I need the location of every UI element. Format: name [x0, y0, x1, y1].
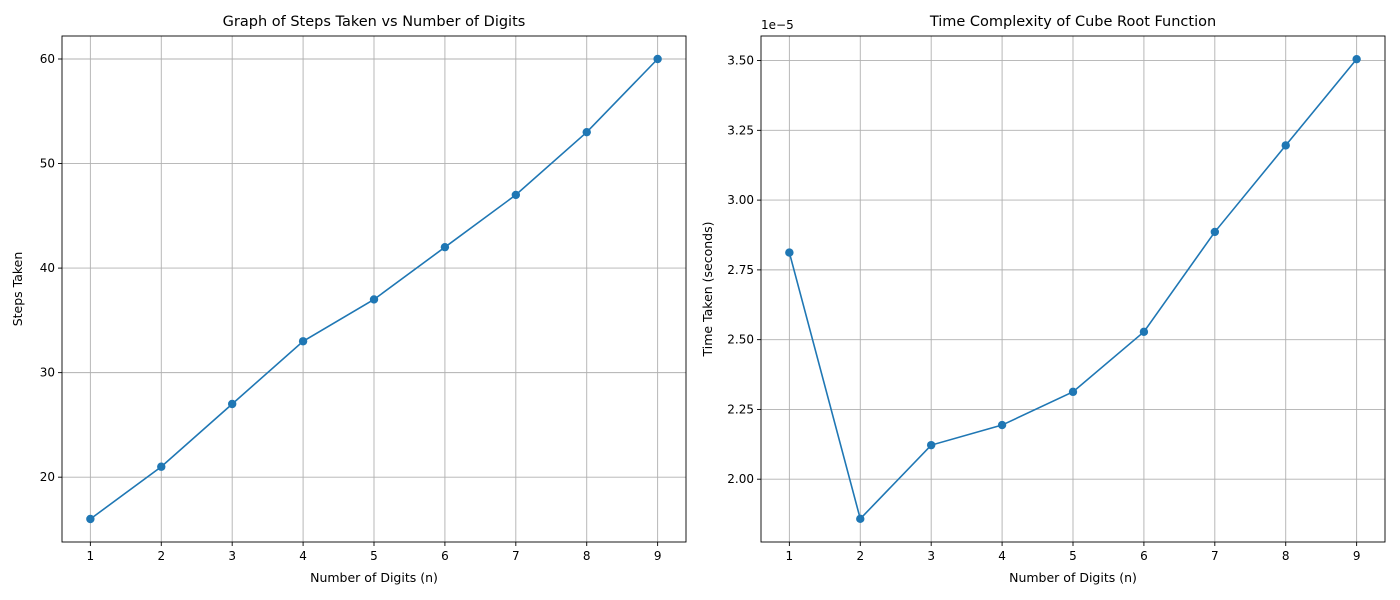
chart-title: Graph of Steps Taken vs Number of Digits [223, 14, 526, 30]
data-point [1281, 141, 1290, 150]
x-tick-label: 1 [87, 549, 95, 563]
x-tick-label: 3 [228, 549, 236, 563]
chart-title: Time Complexity of Cube Root Function [929, 14, 1216, 30]
y-tick-label: 2.75 [727, 263, 754, 277]
y-axis-label: Steps Taken [10, 252, 25, 327]
data-point [1210, 227, 1220, 237]
y-tick-label: 2.50 [727, 333, 754, 347]
chart-1: 1 2 3 4 5 6 7 8 9 20 30 40 50 60 Graph of Steps Taken … [10, 14, 687, 585]
data-point [298, 337, 308, 346]
x-tick-label: 5 [1069, 549, 1077, 563]
x-tick-label: 8 [583, 549, 591, 563]
x-tick-label: 6 [1140, 549, 1148, 563]
data-point [1139, 327, 1149, 337]
y-offset-text: 1e−5 [761, 18, 794, 32]
x-tick-label: 7 [1211, 549, 1219, 563]
x-tick-label: 3 [927, 549, 935, 563]
y-tick-label: 40 [40, 261, 55, 275]
x-tick-label: 4 [299, 549, 307, 563]
data-point [997, 420, 1007, 430]
x-axis-label: Number of Digits (n) [1009, 570, 1137, 585]
data-point [227, 399, 237, 409]
y-tick-label: 3.50 [727, 54, 754, 68]
x-tick-label: 2 [157, 549, 165, 563]
x-tick-label: 8 [1282, 549, 1290, 563]
x-tick-label: 1 [786, 549, 794, 563]
y-tick-label: 20 [40, 470, 55, 484]
x-tick-label: 7 [512, 549, 520, 563]
data-point [440, 242, 450, 252]
x-tick-label: 6 [441, 549, 449, 563]
data-point [856, 514, 865, 524]
y-tick-label: 30 [40, 366, 55, 380]
data-point [926, 440, 936, 450]
y-axis-label: Time Taken (seconds) [700, 221, 715, 357]
data-point [511, 190, 521, 200]
data-point [86, 514, 95, 524]
data-point [653, 54, 662, 64]
x-axis-label: Number of Digits (n) [310, 570, 438, 585]
data-point [785, 248, 794, 257]
chart-2: 1 2 3 4 5 6 7 8 9 2.00 2.25 2.50 2.75 3.00 3.25 3.50 1e−… [700, 14, 1386, 585]
y-tick-label: 2.25 [727, 402, 754, 416]
y-tick-label: 3.00 [727, 193, 754, 207]
data-point [1068, 387, 1078, 397]
x-tick-label: 4 [998, 549, 1006, 563]
x-tick-label: 9 [654, 549, 662, 563]
y-tick-label: 50 [40, 157, 55, 171]
x-tick-label: 2 [856, 549, 864, 563]
data-point [1352, 54, 1361, 64]
y-tick-label: 60 [40, 52, 55, 66]
data-point [582, 127, 591, 137]
x-tick-label: 5 [370, 549, 378, 563]
y-tick-label: 3.25 [727, 123, 754, 137]
x-tick-label: 9 [1353, 549, 1361, 563]
data-point [157, 462, 166, 471]
y-tick-label: 2.00 [727, 472, 754, 486]
data-point [369, 295, 379, 304]
